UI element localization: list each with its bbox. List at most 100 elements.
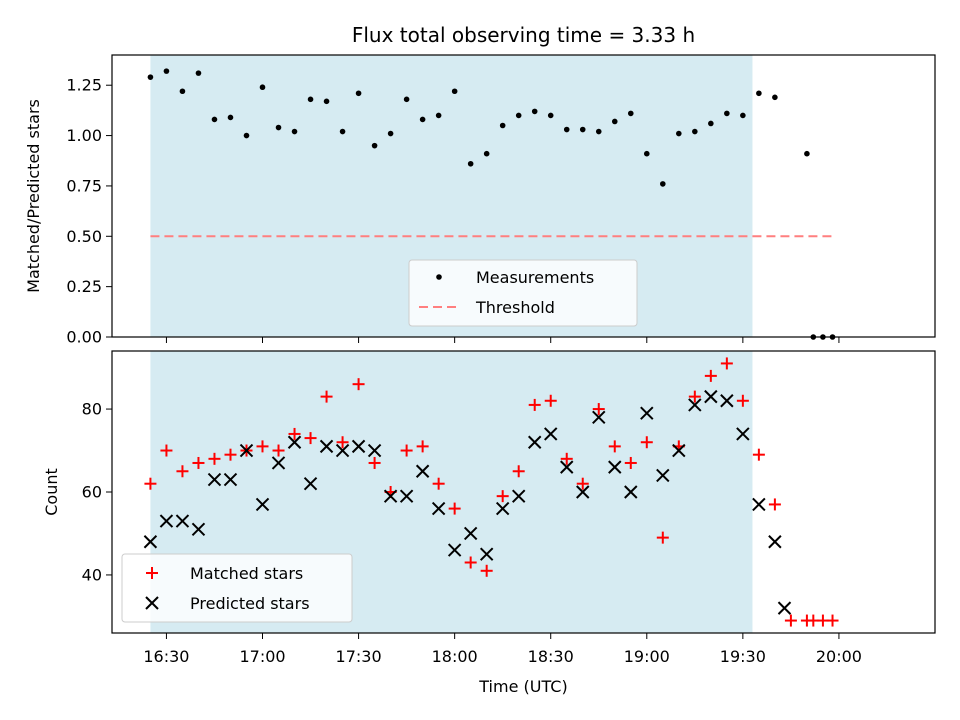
legend-predicted-label: Predicted stars bbox=[190, 594, 310, 613]
bottom-x-tick-label: 18:00 bbox=[432, 647, 478, 666]
measurement-point bbox=[243, 132, 250, 139]
predicted-star-point bbox=[383, 489, 398, 503]
bottom-y-tick-label: 40 bbox=[82, 565, 102, 584]
measurement-point bbox=[435, 112, 442, 119]
top-y-tick-label: 1.25 bbox=[66, 76, 102, 95]
matched-star-point bbox=[528, 398, 541, 411]
legend-matched-marker bbox=[146, 567, 158, 579]
predicted-star-point bbox=[479, 547, 494, 561]
matched-star-point bbox=[320, 390, 333, 403]
top-y-tick-label: 0.75 bbox=[66, 176, 102, 195]
predicted-star-point bbox=[207, 472, 222, 487]
predicted-star-point bbox=[303, 476, 318, 491]
matched-star-point bbox=[544, 394, 557, 407]
predicted-star-point bbox=[255, 497, 270, 512]
top-y-axis-label: Matched/Predicted stars bbox=[24, 99, 43, 293]
predicted-star-point bbox=[768, 535, 782, 549]
top-plot-frame bbox=[111, 54, 936, 338]
matched-star-point bbox=[826, 614, 839, 627]
top-title: Flux total observing time = 3.33 h bbox=[352, 23, 695, 47]
top-panel: 0.00 0.25 0.50 0.75 1.00 1.25 Flux total obse… bbox=[24, 23, 936, 347]
predicted-star-point bbox=[223, 472, 238, 487]
predicted-star-point bbox=[319, 439, 334, 454]
measurement-point bbox=[355, 90, 362, 97]
measurement-point bbox=[676, 130, 682, 137]
bottom-x-tick-label: 18:30 bbox=[528, 647, 574, 666]
top-y-tick-label: 0.50 bbox=[66, 227, 102, 246]
matched-star-point bbox=[336, 436, 349, 449]
bottom-x-tick-label: 17:00 bbox=[239, 647, 285, 666]
measurement-point bbox=[515, 112, 522, 119]
measurement-point bbox=[275, 124, 282, 131]
predicted-star-point bbox=[367, 443, 382, 458]
measurement-point bbox=[195, 70, 202, 76]
measurement-point bbox=[163, 68, 170, 74]
predicted-star-point bbox=[720, 394, 734, 408]
bottom-legend-box bbox=[121, 553, 353, 623]
predicted-star-point bbox=[704, 389, 718, 404]
measurement-point bbox=[531, 108, 538, 115]
top-y-tick-label: 1.00 bbox=[66, 126, 102, 145]
predicted-star-point bbox=[399, 489, 414, 503]
matched-star-point bbox=[176, 465, 189, 478]
measurement-point bbox=[147, 74, 154, 80]
measurement-point bbox=[179, 88, 186, 95]
measurement-point bbox=[259, 84, 266, 91]
predicted-star-point bbox=[191, 522, 206, 537]
predicted-star-point bbox=[143, 535, 158, 549]
predicted-star-point bbox=[271, 456, 286, 470]
measurement-point bbox=[708, 120, 714, 127]
predicted-star-point bbox=[544, 427, 558, 441]
bottom-x-tick-label: 17:30 bbox=[336, 647, 382, 666]
measurement-point bbox=[660, 181, 666, 187]
top-legend: Measurements Threshold bbox=[408, 259, 638, 327]
matched-star-point bbox=[640, 436, 653, 449]
predicted-star-point bbox=[656, 468, 670, 483]
matched-star-point bbox=[784, 614, 797, 627]
measurement-point bbox=[499, 122, 506, 129]
measurement-point bbox=[211, 116, 218, 123]
measurement-point bbox=[323, 98, 330, 105]
predicted-star-point bbox=[752, 497, 766, 512]
measurement-point bbox=[740, 112, 746, 119]
measurement-point bbox=[483, 150, 490, 157]
matched-star-point bbox=[480, 564, 493, 577]
bottom-x-tick-label: 19:00 bbox=[624, 647, 670, 666]
matched-star-point bbox=[208, 452, 221, 465]
matched-star-point bbox=[496, 490, 509, 503]
bottom-x-tick-label: 19:30 bbox=[720, 647, 766, 666]
predicted-star-point bbox=[239, 443, 254, 458]
predicted-star-point bbox=[672, 443, 686, 458]
matched-star-point bbox=[688, 390, 701, 403]
matched-star-point bbox=[432, 477, 445, 490]
measurement-point bbox=[804, 150, 810, 157]
predicted-star-point bbox=[736, 427, 750, 441]
predicted-star-point bbox=[175, 514, 190, 528]
predicted-star-point bbox=[688, 398, 702, 412]
predicted-star-point bbox=[592, 410, 606, 425]
bottom-x-tick-label: 16:30 bbox=[143, 647, 189, 666]
measurement-point bbox=[772, 94, 778, 101]
predicted-star-point bbox=[447, 543, 462, 557]
matched-star-point bbox=[720, 357, 733, 370]
measurement-point bbox=[692, 128, 698, 135]
matched-star-point bbox=[704, 369, 717, 382]
measurement-point bbox=[339, 128, 346, 135]
matched-star-point bbox=[576, 477, 589, 490]
legend-threshold-label: Threshold bbox=[475, 298, 555, 317]
predicted-star-point bbox=[495, 501, 510, 516]
legend-measurements-marker bbox=[436, 274, 442, 280]
matched-star-point bbox=[656, 531, 669, 544]
matched-star-point bbox=[400, 444, 413, 457]
measurement-point bbox=[756, 90, 762, 97]
measurement-point bbox=[643, 150, 650, 157]
matched-star-point bbox=[736, 394, 749, 407]
measurement-point bbox=[371, 142, 378, 149]
measurement-point bbox=[595, 128, 602, 135]
legend-measurements-label: Measurements bbox=[476, 268, 594, 287]
measurement-point bbox=[451, 88, 458, 95]
predicted-star-point bbox=[415, 464, 430, 478]
predicted-star-point bbox=[335, 443, 350, 458]
predicted-star-point bbox=[431, 501, 446, 516]
bottom-y-tick-label: 60 bbox=[82, 483, 102, 502]
